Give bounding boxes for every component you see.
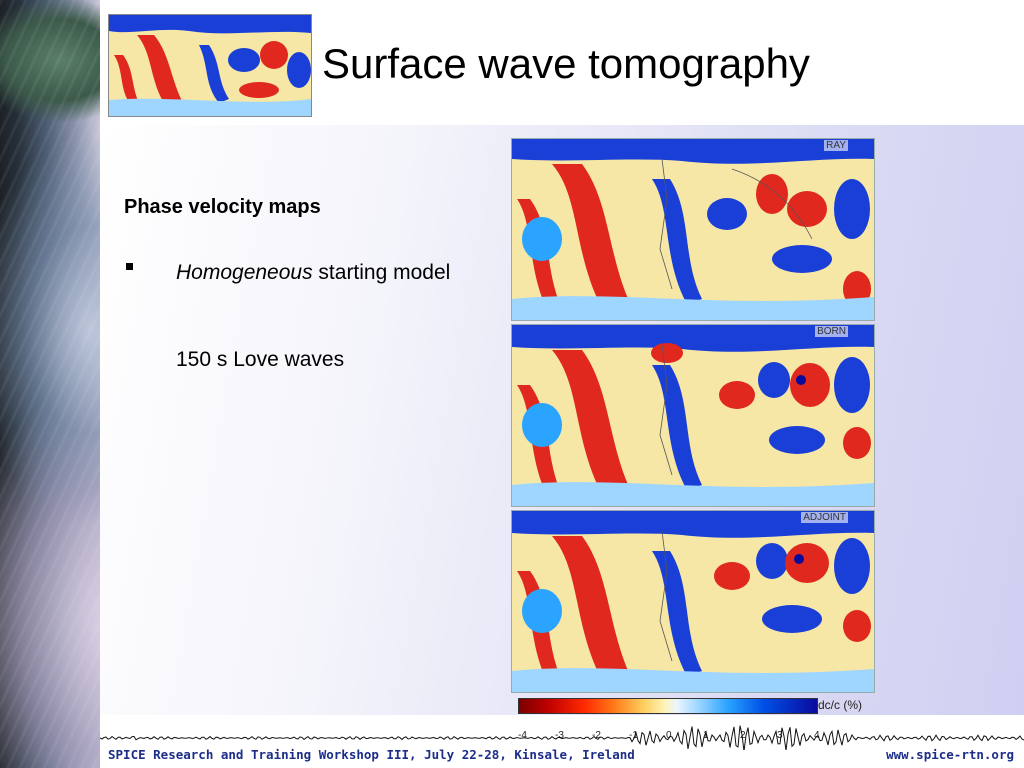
header-thumbnail-map — [108, 14, 312, 117]
panel-label-adjoint: ADJOINT — [801, 512, 848, 523]
bullet-rest-text: starting model — [312, 261, 451, 284]
section-heading: Phase velocity maps — [124, 196, 321, 218]
colorbar-tick-label: -3 — [555, 730, 564, 741]
wave-type-text: 150 s Love waves — [176, 348, 345, 371]
colorbar-tick-label: 2 — [740, 730, 746, 741]
colorbar-gradient — [518, 698, 818, 714]
thumbnail-map-graphic — [109, 15, 311, 116]
footer-workshop-text: SPICE Research and Training Workshop III… — [108, 747, 635, 762]
seismogram-trace — [100, 725, 1024, 750]
map-panel-ray: RAY — [511, 138, 875, 321]
colorbar-label: dc/c (%) — [818, 698, 863, 712]
map-graphic-born — [512, 325, 874, 506]
earth-image-strip — [0, 0, 100, 768]
map-graphic-adjoint — [512, 511, 874, 692]
colorbar-tick-label: 1 — [703, 730, 709, 741]
square-bullet-icon — [126, 263, 133, 270]
colorbar-tick-label: 4 — [814, 730, 820, 741]
colorbar-tick-label: 3 — [777, 730, 783, 741]
map-panel-born: BORN — [511, 324, 875, 507]
bullet-italic-word: Homogeneous — [176, 261, 313, 284]
panel-label-born: BORN — [815, 326, 848, 337]
footer-website-link[interactable]: www.spice-rtn.org — [886, 747, 1014, 762]
colorbar-tick-label: -4 — [518, 730, 527, 741]
slide-title: Surface wave tomography — [322, 40, 810, 87]
map-graphic-ray — [512, 139, 874, 320]
colorbar-tick-label: -1 — [629, 730, 638, 741]
panel-label-ray: RAY — [824, 140, 848, 151]
bullet-text: Homogeneous starting model — [176, 258, 456, 288]
colorbar-tick-label: 0 — [666, 730, 672, 741]
colorbar-tick-label: -2 — [592, 730, 601, 741]
map-panel-adjoint: ADJOINT — [511, 510, 875, 693]
colorbar-legend: dc/c (%) -4 -3 -2 -1 0 1 2 3 4 — [518, 698, 878, 746]
slide-body: Phase velocity maps Homogeneous starting… — [124, 196, 454, 371]
